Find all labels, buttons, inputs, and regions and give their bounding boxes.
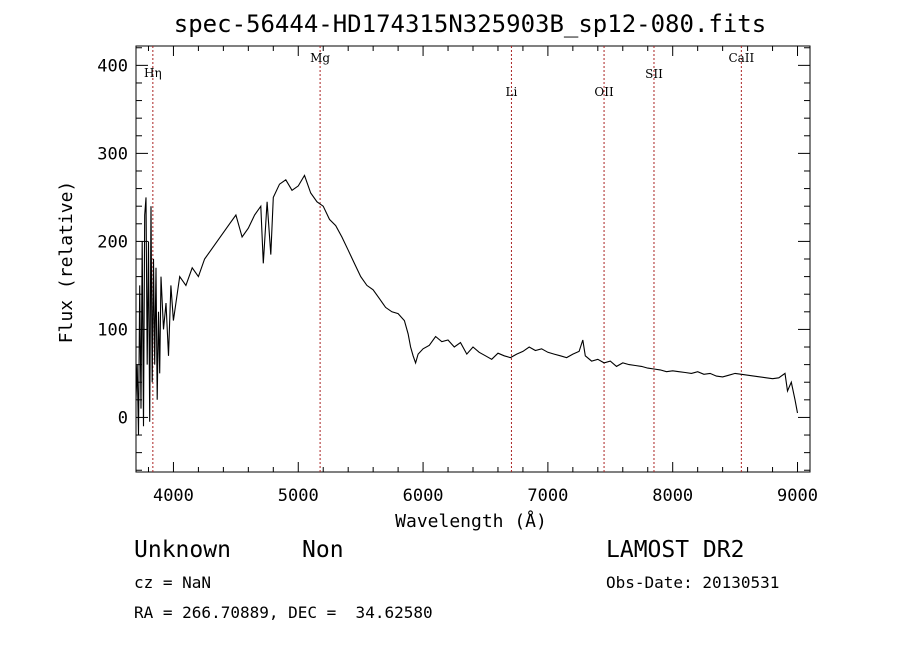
y-axis-tick-labels: 0 100 200 300 400	[97, 56, 128, 428]
x-tick-label: 6000	[403, 486, 444, 506]
spectral-line-label: CaII	[728, 51, 754, 65]
y-tick-label: 0	[118, 408, 128, 428]
y-tick-label: 100	[97, 320, 128, 340]
x-axis-label: Wavelength (Å)	[395, 510, 547, 532]
x-tick-label: 7000	[527, 486, 568, 506]
y-tick-label: 200	[97, 232, 128, 252]
y-axis-label: Flux (relative)	[56, 181, 77, 344]
spectral-line-label: Hη	[144, 66, 162, 80]
redshift-value: cz = NaN	[134, 573, 212, 592]
spectral-line-label: SII	[645, 67, 663, 81]
object-subclass: Non	[302, 537, 344, 563]
observation-date: Obs-Date: 20130531	[606, 573, 780, 592]
spectral-line-label: Li	[506, 85, 518, 99]
spectrum-series-line	[135, 174, 799, 436]
chart-title: spec-56444-HD174315N325903B_sp12-080.fit…	[174, 10, 766, 38]
x-tick-label: 9000	[777, 486, 818, 506]
survey-name: LAMOST DR2	[606, 537, 745, 563]
y-tick-label: 400	[97, 56, 128, 76]
coordinates: RA = 266.70889, DEC = 34.62580	[134, 603, 433, 622]
spectral-line-label: OII	[594, 85, 614, 99]
spectral-line-markers: Hη Mg Li OII SII CaII	[144, 46, 755, 472]
x-tick-label: 8000	[652, 486, 693, 506]
spectral-line-label: Mg	[310, 51, 330, 65]
plot-frame	[135, 45, 811, 473]
x-tick-label: 4000	[153, 486, 194, 506]
y-tick-label: 300	[97, 144, 128, 164]
object-class: Unknown	[134, 537, 231, 563]
x-axis-tick-labels: 4000 5000 6000 7000 8000 9000	[153, 486, 818, 506]
axis-ticks	[136, 46, 810, 472]
x-tick-label: 5000	[278, 486, 319, 506]
